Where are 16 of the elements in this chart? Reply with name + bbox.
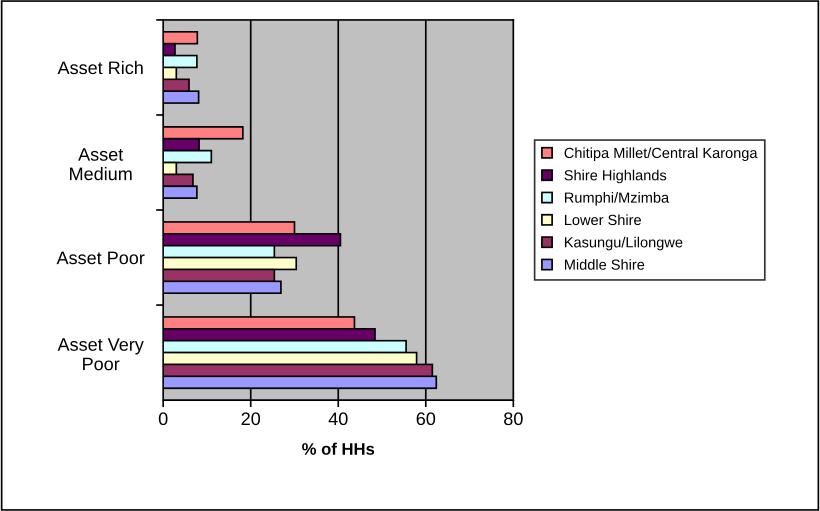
legend-label: Rumphi/Mzimba — [564, 192, 670, 206]
x-axis-title: % of HHs — [302, 442, 374, 455]
y-tick-label: Asset Poor — [56, 252, 145, 264]
legend-label: Middle Shire — [564, 259, 644, 270]
x-tick-label: 40 — [328, 412, 348, 426]
legend-label: Chitipa Millet/Central Karonga — [564, 147, 758, 161]
y-tick-label: Asset Rich — [58, 60, 143, 74]
x-tick-label: 60 — [416, 412, 436, 426]
legend-label: Kasungu/Lilongwe — [564, 236, 682, 250]
legend-label: Shire Highlands — [564, 170, 666, 184]
x-tick-label: 0 — [158, 412, 168, 426]
x-tick-label: 20 — [242, 412, 260, 426]
x-tick-label: 80 — [504, 412, 523, 426]
y-tick-label: Asset Medium — [70, 148, 132, 180]
legend-label: Lower Shire — [564, 214, 641, 226]
y-tick-label: Asset Very Poor — [58, 338, 144, 370]
